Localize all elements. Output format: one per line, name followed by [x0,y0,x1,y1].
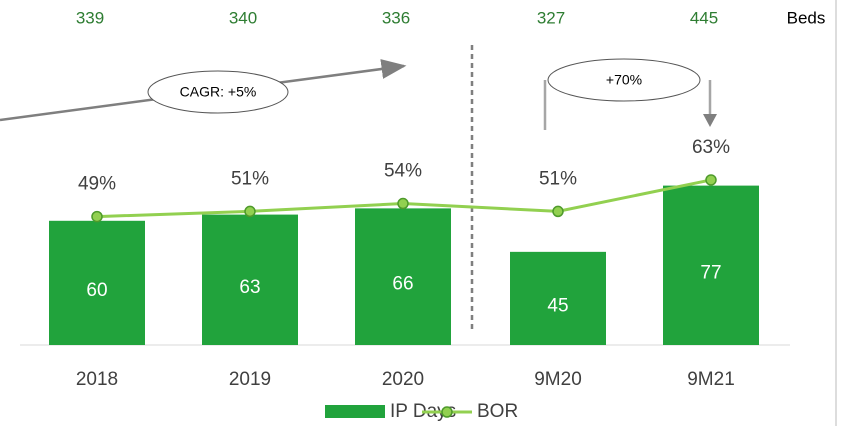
cagr-bubble [147,70,289,114]
bar [663,185,759,345]
growth-arrowhead [703,114,717,127]
bar [355,208,451,345]
bar-label: 63 [239,277,260,298]
x-tick-label: 9M20 [534,369,582,390]
bar [202,214,298,345]
annotation: CAGR: +5% [180,84,257,100]
line-label: 54% [384,161,422,182]
beds-value: 327 [537,8,565,27]
beds-value: 340 [229,8,257,27]
annotation: +70% [606,72,642,88]
line-label: 51% [539,168,577,189]
line-label: 49% [78,174,116,195]
x-tick-label: 2020 [382,369,424,390]
legend-swatch [325,405,385,418]
bar [49,220,145,345]
marker [91,210,103,223]
line-label: 51% [231,168,269,189]
marker [705,174,717,186]
line-label: 63% [692,137,730,158]
marker [244,205,256,218]
legend-label: BOR [477,401,518,422]
bar-label: 60 [86,280,107,301]
beds-label: Beds [787,8,826,27]
bar-label: 45 [547,295,568,316]
beds-value: 339 [76,8,104,27]
bar-label: 77 [700,262,721,283]
marker [552,205,564,218]
x-tick-label: 9M21 [687,369,735,390]
x-tick-label: 2018 [76,369,118,390]
growth-bubble [547,58,701,102]
x-tick-label: 2019 [229,369,271,390]
marker [397,197,409,210]
bar-label: 66 [392,274,413,295]
beds-value: 445 [690,8,718,27]
legend-swatch [441,406,453,418]
beds-value: 336 [382,8,410,27]
bar [510,251,606,345]
